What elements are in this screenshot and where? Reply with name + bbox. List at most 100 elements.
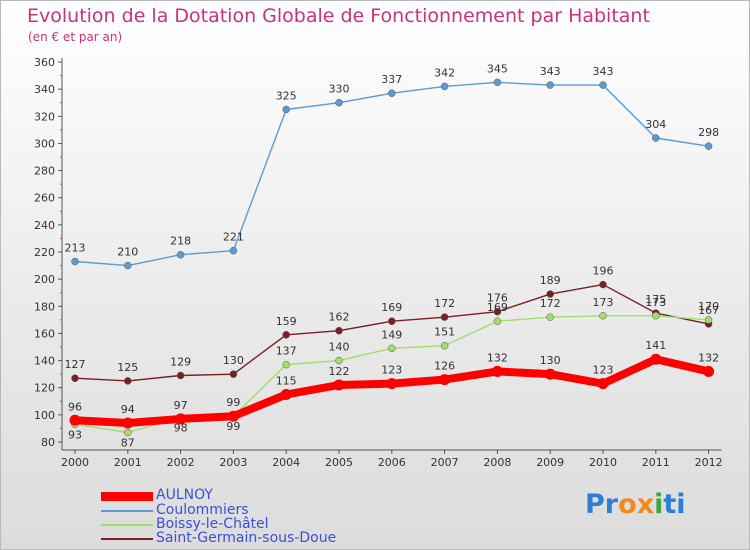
data-point — [652, 312, 660, 320]
data-label-coulommiers: 343 — [593, 65, 614, 78]
data-point — [493, 78, 502, 87]
data-label-coulommiers: 210 — [117, 246, 138, 259]
data-label-boissy: 87 — [121, 437, 135, 450]
y-tick-label: 360 — [34, 56, 55, 69]
data-point — [124, 428, 132, 437]
data-point — [388, 344, 396, 353]
x-tick-label: 2005 — [325, 456, 353, 469]
data-label-coulommiers: 221 — [223, 231, 244, 244]
data-label-saint-germain: 189 — [540, 274, 561, 287]
data-label-boissy: 137 — [276, 345, 297, 358]
y-tick-label: 320 — [34, 110, 55, 123]
logo-letter: i — [676, 489, 686, 520]
data-label-saint-germain: 196 — [593, 265, 614, 278]
data-label-coulommiers: 330 — [329, 83, 350, 96]
x-tick-label: 2012 — [695, 456, 723, 469]
x-tick-label: 2009 — [536, 456, 564, 469]
data-point — [282, 331, 290, 339]
x-tick-label: 2006 — [378, 456, 406, 469]
data-label-saint-germain: 176 — [487, 292, 508, 305]
data-label-aulnoy: 96 — [68, 400, 82, 413]
data-point — [546, 290, 554, 298]
logo-letter: r — [604, 489, 619, 520]
data-point — [282, 360, 290, 369]
logo-letter: P — [585, 489, 605, 520]
data-label-aulnoy: 99 — [226, 396, 240, 409]
data-point — [71, 374, 79, 382]
x-tick-label: 2002 — [167, 456, 195, 469]
data-label-boissy: 169 — [487, 301, 508, 314]
data-point — [546, 313, 554, 321]
data-label-saint-germain: 159 — [276, 315, 297, 328]
data-label-boissy: 98 — [174, 422, 188, 435]
x-tick-label: 2000 — [61, 456, 89, 469]
data-point — [650, 353, 662, 365]
data-label-boissy: 140 — [329, 341, 350, 354]
data-label-saint-germain: 172 — [434, 297, 455, 310]
data-point — [335, 98, 343, 107]
legend-label-coulommiers: Coulommiers — [156, 502, 249, 518]
data-label-boissy: 173 — [645, 296, 666, 309]
x-tick-label: 2007 — [431, 456, 459, 469]
legend-label-boissy: Boissy-le-Châtel — [156, 516, 269, 532]
x-tick-label: 2004 — [272, 456, 300, 469]
data-point — [703, 365, 715, 377]
data-point — [124, 261, 132, 270]
data-label-saint-germain: 125 — [117, 361, 138, 374]
y-tick-label: 180 — [34, 300, 55, 313]
data-point — [546, 81, 554, 89]
data-point — [280, 389, 292, 400]
data-label-saint-germain: 162 — [329, 311, 350, 324]
data-label-boissy: 151 — [434, 326, 455, 339]
data-label-aulnoy: 126 — [434, 360, 455, 373]
data-label-boissy: 170 — [698, 300, 719, 313]
logo-letter: x — [636, 489, 655, 520]
y-tick-label: 80 — [41, 436, 55, 449]
data-label-coulommiers: 342 — [434, 66, 455, 79]
data-point — [599, 312, 607, 320]
data-label-coulommiers: 343 — [540, 65, 561, 78]
data-point — [335, 356, 343, 365]
data-point — [176, 371, 185, 380]
data-point — [229, 370, 238, 378]
data-label-aulnoy: 123 — [381, 364, 402, 377]
data-label-boissy: 99 — [226, 420, 240, 433]
y-tick-label: 140 — [34, 355, 55, 368]
data-label-coulommiers: 337 — [381, 73, 402, 86]
data-label-aulnoy: 123 — [593, 364, 614, 377]
proxiti-logo: Proxiti — [585, 489, 686, 520]
logo-letter: i — [654, 489, 664, 520]
y-tick-label: 340 — [34, 83, 55, 96]
legend-swatch-aulnoy — [101, 492, 153, 501]
y-tick-label: 280 — [34, 165, 55, 178]
data-label-aulnoy: 97 — [174, 399, 188, 412]
data-label-boissy: 149 — [381, 328, 402, 341]
data-point — [599, 280, 607, 289]
x-tick-label: 2001 — [114, 456, 142, 469]
legend-label-aulnoy: AULNOY — [156, 487, 213, 503]
x-tick-label: 2008 — [483, 456, 511, 469]
y-tick-label: 120 — [34, 382, 55, 395]
data-label-coulommiers: 218 — [170, 235, 191, 248]
data-label-saint-germain: 169 — [381, 301, 402, 314]
data-point — [335, 326, 343, 335]
data-label-aulnoy: 122 — [329, 365, 350, 378]
data-label-saint-germain: 129 — [170, 356, 191, 369]
data-point — [491, 365, 503, 377]
data-point — [652, 134, 660, 142]
data-label-saint-germain: 127 — [65, 358, 86, 371]
data-label-coulommiers: 213 — [65, 242, 86, 255]
data-point — [440, 313, 449, 321]
data-label-aulnoy: 94 — [121, 403, 135, 416]
data-label-coulommiers: 325 — [276, 90, 297, 103]
data-label-aulnoy: 132 — [698, 351, 719, 364]
data-label-aulnoy: 141 — [645, 339, 666, 352]
data-point — [124, 377, 132, 385]
data-point — [69, 414, 81, 426]
y-tick-label: 100 — [34, 409, 55, 422]
data-point — [597, 378, 609, 390]
data-point — [440, 82, 449, 91]
data-point — [176, 250, 185, 259]
data-point — [282, 105, 290, 114]
